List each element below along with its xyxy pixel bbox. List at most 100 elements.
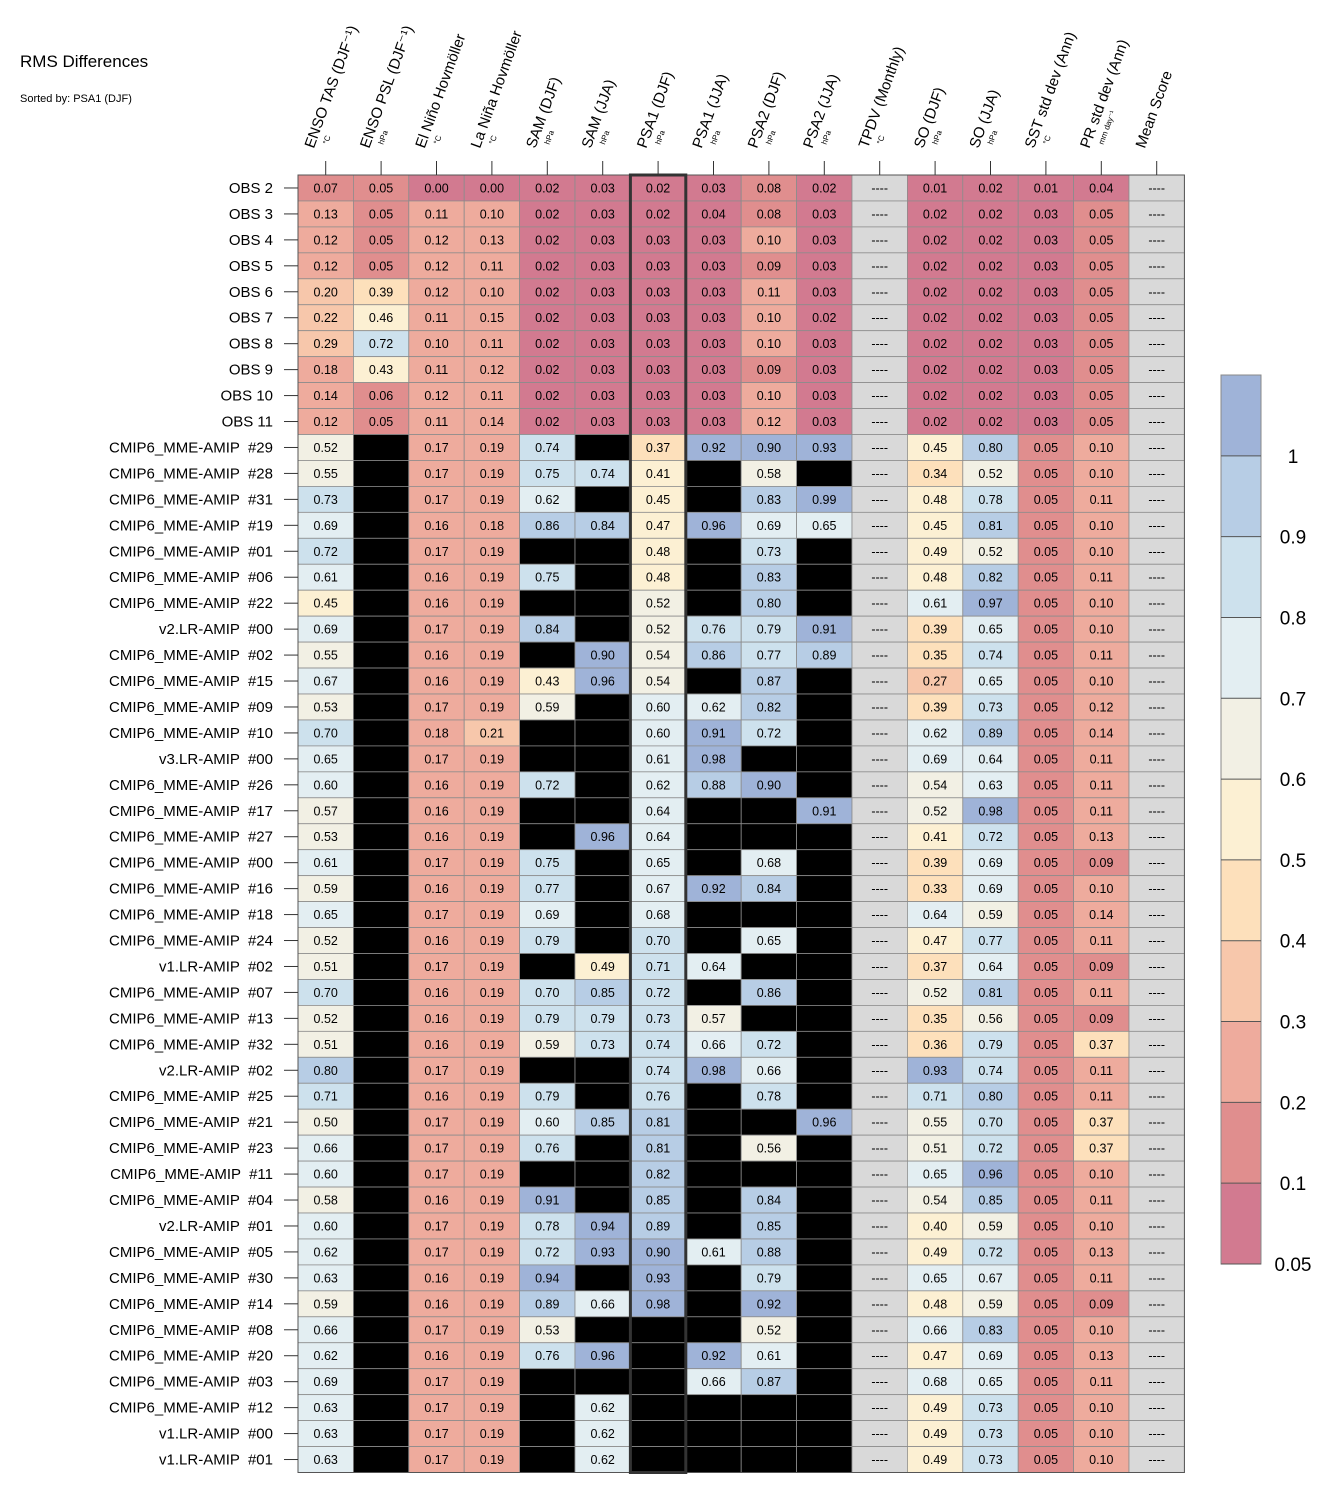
cell-value: 0.05	[1089, 311, 1113, 325]
cell-value: ----	[1148, 830, 1165, 844]
cell-value: 0.75	[535, 571, 559, 585]
cell-value: 0.16	[424, 1038, 448, 1052]
cell-value: ----	[871, 389, 888, 403]
heatmap-cell	[1128, 823, 1185, 851]
cell-value: 0.10	[1089, 1453, 1113, 1467]
cell-value: ----	[871, 986, 888, 1000]
cell-value: 0.14	[314, 389, 338, 403]
heatmap-cell	[851, 823, 908, 851]
heatmap-cell	[685, 823, 742, 851]
cell-value: ----	[1148, 181, 1165, 195]
heatmap-cell	[352, 1030, 410, 1058]
heatmap-cell	[907, 1108, 964, 1136]
heatmap-cell	[1073, 979, 1130, 1006]
cell-value: 0.14	[1089, 908, 1113, 922]
cell-value: 1.64	[701, 1427, 725, 1441]
cell-value: 0.63	[314, 1271, 338, 1285]
cell-value: 0.11	[1090, 571, 1113, 585]
cell-value: 1.32	[369, 960, 393, 974]
heatmap-cell	[962, 1394, 1019, 1422]
cell-value: 0.72	[314, 545, 338, 559]
cell-value: 1.28	[591, 1090, 615, 1104]
cell-value: ----	[871, 1168, 888, 1182]
cell-value: 0.19	[480, 1401, 504, 1415]
cell-value: 0.35	[923, 1012, 947, 1026]
cell-value: 0.19	[480, 960, 504, 974]
heatmap-cell	[297, 693, 354, 721]
heatmap-cell	[907, 434, 964, 461]
heatmap-cell	[630, 1394, 687, 1422]
cell-value: 0.77	[535, 882, 559, 896]
heatmap-cell	[685, 1108, 742, 1136]
cell-value: 0.70	[314, 986, 338, 1000]
cell-value: 0.19	[480, 752, 504, 766]
cell-value: 0.79	[535, 1090, 559, 1104]
heatmap-cell	[352, 797, 410, 825]
heatmap-cell	[297, 1134, 354, 1162]
cell-value: 0.89	[646, 1219, 670, 1233]
cell-value: ----	[1148, 207, 1165, 221]
colorbar-segment	[1221, 779, 1261, 861]
heatmap-cell	[574, 252, 631, 280]
cell-value: ----	[1148, 1271, 1165, 1285]
heatmap-cell	[463, 1134, 521, 1162]
heatmap-cell	[574, 330, 631, 358]
cell-value: 0.47	[923, 1349, 947, 1363]
cell-value: 0.91	[535, 1194, 559, 1208]
heatmap-cell	[352, 382, 410, 409]
cell-value: 0.93	[646, 1271, 670, 1285]
cell-value: 1.64	[701, 1453, 725, 1467]
heatmap-cell	[1017, 1005, 1075, 1032]
cell-value: 0.89	[535, 1297, 559, 1311]
cell-value: 0.55	[314, 649, 338, 663]
cell-value: 0.05	[369, 207, 393, 221]
cell-value: 3.99	[369, 1064, 393, 1078]
heatmap-cell	[408, 537, 465, 565]
cell-value: 0.14	[1089, 726, 1113, 740]
heatmap-cell	[352, 1108, 410, 1136]
cell-value: 0.58	[314, 1194, 338, 1208]
heatmap-cell	[519, 1316, 576, 1344]
heatmap-cell	[463, 460, 521, 487]
cell-value: 0.70	[978, 1116, 1002, 1130]
cell-value: 0.05	[1034, 675, 1058, 689]
heatmap-cell	[962, 485, 1019, 513]
heatmap-cell	[574, 979, 631, 1006]
heatmap-cell	[685, 693, 742, 721]
cell-value: 0.16	[424, 986, 448, 1000]
cell-value: 0.55	[923, 1116, 947, 1130]
heatmap-cell	[962, 330, 1019, 358]
row-label: CMIP6_MME-AMIP #22	[109, 595, 273, 612]
cell-value: 2.92	[369, 726, 393, 740]
cell-value: 1.58	[812, 1271, 836, 1285]
cell-value: 0.75	[535, 467, 559, 481]
cell-value: 0.69	[923, 752, 947, 766]
heatmap-cell	[574, 1446, 631, 1473]
row-label: OBS 11	[222, 414, 273, 431]
heatmap-cell	[851, 693, 908, 721]
heatmap-cell	[1073, 304, 1130, 332]
heatmap-cell	[352, 1056, 410, 1084]
heatmap-cell	[907, 1082, 964, 1110]
row-label: v2.LR-AMIP #01	[159, 1218, 273, 1235]
cell-value: 0.64	[701, 960, 725, 974]
cell-value: 0.05	[369, 259, 393, 273]
cell-value: 0.68	[757, 856, 781, 870]
cell-value: 0.08	[757, 181, 781, 195]
cell-value: 0.16	[424, 1090, 448, 1104]
cell-value: 0.03	[701, 337, 725, 351]
heatmap-cell	[740, 460, 798, 487]
heatmap-cell	[907, 356, 964, 383]
colorbar-tick-label: 0.05	[1275, 1255, 1312, 1276]
heatmap-cell	[962, 1316, 1019, 1344]
cell-value: 1.12	[591, 856, 615, 870]
heatmap-cell	[1128, 719, 1185, 747]
heatmap-cell	[962, 693, 1019, 721]
cell-value: 1.36	[591, 1064, 615, 1078]
row-label: CMIP6_MME-AMIP #12	[109, 1400, 273, 1417]
colorbar-segment	[1221, 536, 1261, 618]
cell-value: 0.39	[923, 856, 947, 870]
cell-value: 0.16	[424, 1297, 448, 1311]
heatmap-cell	[962, 979, 1019, 1006]
cell-value: 0.65	[978, 1375, 1002, 1389]
